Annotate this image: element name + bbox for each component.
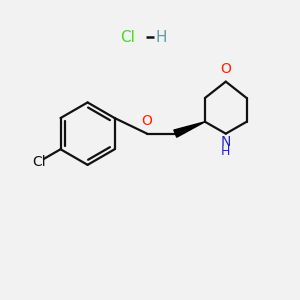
Text: Cl: Cl <box>32 155 46 169</box>
Text: H: H <box>221 145 230 158</box>
Polygon shape <box>174 122 205 137</box>
Text: N: N <box>220 135 231 149</box>
Text: O: O <box>142 114 152 128</box>
Text: Cl: Cl <box>120 30 135 45</box>
Text: O: O <box>220 62 231 76</box>
Text: H: H <box>156 30 167 45</box>
